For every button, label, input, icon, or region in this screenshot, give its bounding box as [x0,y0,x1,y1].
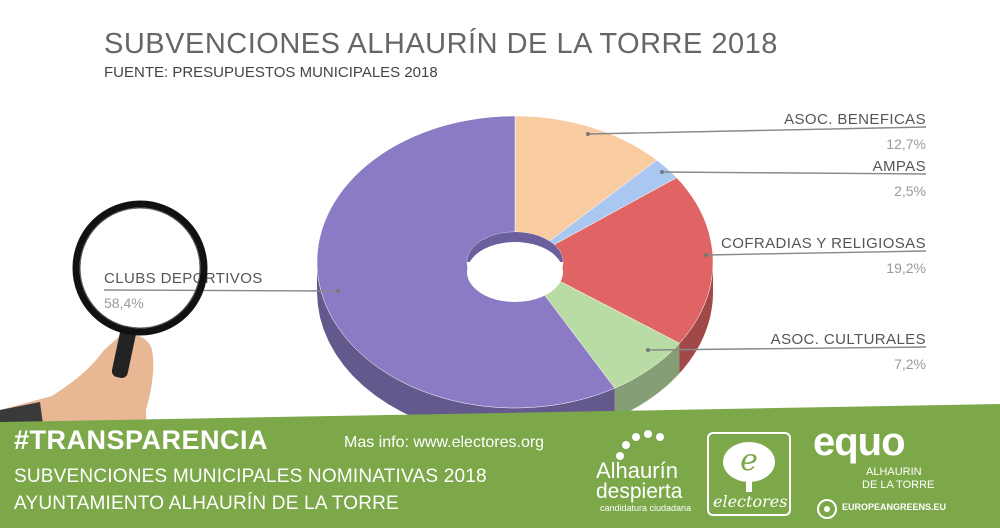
slice-side-clubs-deportivos [317,262,615,438]
slice-value-cofradias-y-religiosas: 19,2% [886,260,926,276]
slice-value-asoc-culturales: 7,2% [894,356,926,372]
leader-dot-asoc-culturales [646,348,650,352]
banner-line-2: AYUNTAMIENTO ALHAURÍN DE LA TORRE [14,493,399,514]
alhaurin-logo-line3: candidatura ciudadana [600,503,692,513]
leader-dot-ampas [660,170,664,174]
tree-icon: e [723,442,775,492]
hashtag-text: #TRANSPARENCIA [14,425,269,455]
slice-label-asoc-beneficas: ASOC. BENEFICAS [784,111,926,128]
european-greens-text: EUROPEANGREENS.EU [842,502,947,512]
leader-line-ampas [661,171,927,175]
leader-line-clubs-deportivos [103,289,339,292]
chart-subtitle: FUENTE: PRESUPUESTOS MUNICIPALES 2018 [104,64,438,81]
magnifying-glass-icon [0,200,208,432]
electores-logo-text: electores [713,492,788,511]
info-link[interactable]: Mas info: www.electores.org [344,434,545,451]
alhaurin-logo-line2: despierta [596,480,683,503]
slice-label-clubs-deportivos: CLUBS DEPORTIVOS [104,270,263,287]
electores-logo: e electores [707,432,791,516]
equo-logo-sub2: DE LA TORRE [862,479,935,491]
donut-hole [467,242,563,302]
svg-text:e: e [740,443,758,478]
chart-title: SUBVENCIONES ALHAURÍN DE LA TORRE 2018 [104,28,778,60]
banner-line-1: SUBVENCIONES MUNICIPALES NOMINATIVAS 201… [14,466,487,487]
slice-side-asoc-culturales [614,343,680,419]
slice-label-asoc-culturales: ASOC. CULTURALES [771,331,926,348]
equo-logo-text: equo [813,420,906,464]
alhaurin-logo-line1: Alhaurín [596,458,678,483]
leader-line-cofradias-y-religiosas [705,250,927,256]
european-greens-icon [817,499,837,519]
slice-label-ampas: AMPAS [873,158,926,175]
leader-dot-asoc-beneficas [586,132,590,136]
slice-value-asoc-beneficas: 12,7% [886,136,926,152]
banner-background [0,404,1000,528]
equo-logo-sub1: ALHAURIN [866,466,922,478]
leader-line-asoc-beneficas [587,126,927,135]
leader-line-asoc-culturales [647,346,927,351]
slice-value-ampas: 2,5% [894,183,926,199]
alhaurin-despierta-logo-icon [616,430,664,460]
slice-side-cofradias-y-religiosas [679,262,713,374]
slice-label-cofradias-y-religiosas: COFRADIAS Y RELIGIOSAS [721,235,926,252]
leader-dot-cofradias-y-religiosas [704,253,708,257]
leader-dot-clubs-deportivos [336,289,340,293]
slice-value-clubs-deportivos: 58,4% [104,295,144,311]
